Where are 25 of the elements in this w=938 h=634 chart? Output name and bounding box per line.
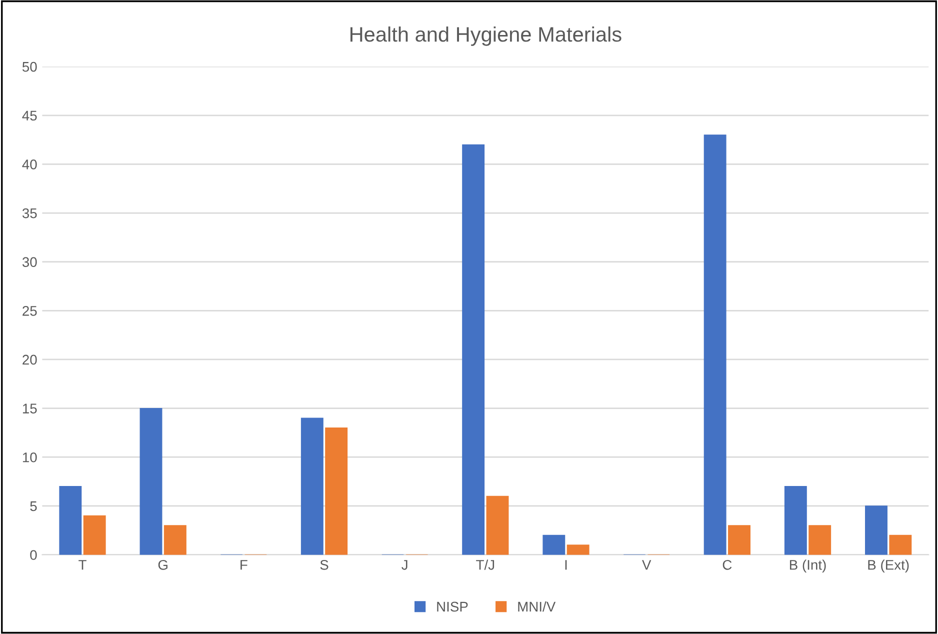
y-tick-label: 30 bbox=[22, 257, 37, 268]
x-tick-label: V bbox=[642, 560, 652, 570]
x-tick-label: B (Ext) bbox=[868, 560, 909, 573]
x-tick-label: C bbox=[722, 560, 732, 570]
x-tick-label: T bbox=[78, 560, 86, 570]
x-tick-label: J bbox=[402, 560, 408, 570]
y-tick-label: 10 bbox=[22, 452, 37, 462]
x-tick-label: S bbox=[320, 560, 328, 570]
x-tick-label: B (Int) bbox=[790, 560, 826, 573]
y-tick-label: 50 bbox=[22, 62, 37, 72]
legend-label: NISP bbox=[437, 602, 468, 612]
y-tick-label: 45 bbox=[22, 110, 37, 121]
x-tick-label: I bbox=[565, 560, 567, 570]
x-tick-label: G bbox=[158, 560, 168, 570]
y-tick-label: 5 bbox=[30, 501, 37, 512]
y-tick-label: 35 bbox=[22, 208, 37, 218]
legend-label: MNI/V bbox=[518, 601, 556, 612]
y-tick-label: 25 bbox=[22, 306, 37, 316]
y-tick-label: 20 bbox=[22, 354, 37, 365]
y-tick-label: 40 bbox=[22, 160, 37, 170]
x-tick-label: F bbox=[240, 560, 248, 570]
y-tick-label: 0 bbox=[30, 550, 37, 560]
x-tick-label: T/J bbox=[476, 560, 494, 570]
y-tick-label: 15 bbox=[22, 404, 37, 414]
chart-title: Health and Hygiene Materials bbox=[350, 26, 622, 46]
